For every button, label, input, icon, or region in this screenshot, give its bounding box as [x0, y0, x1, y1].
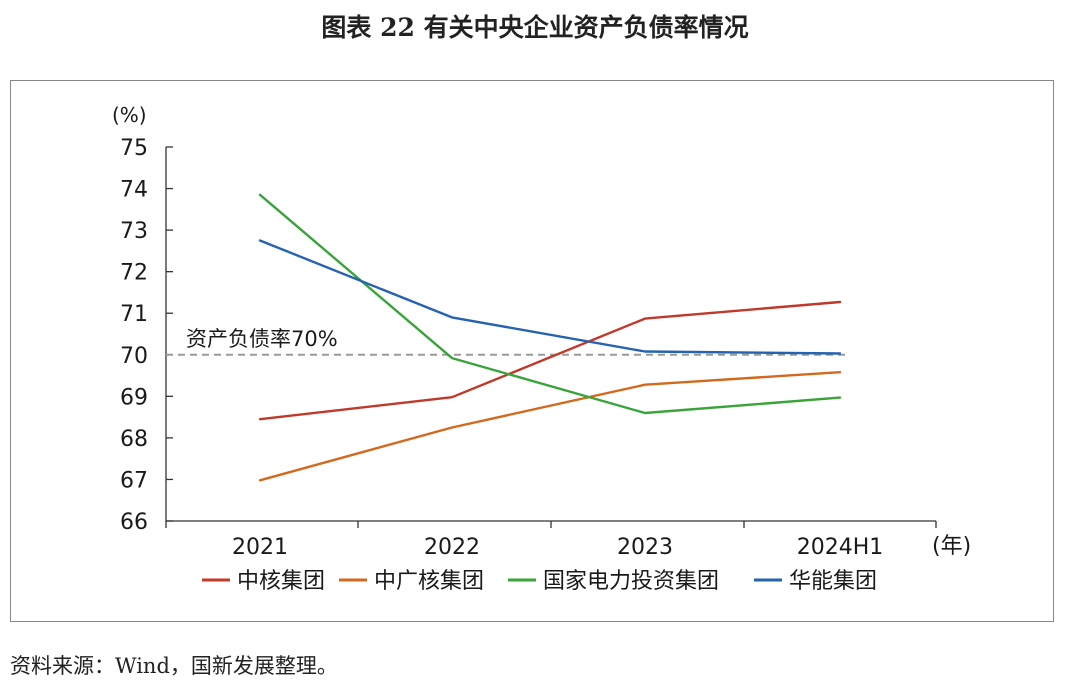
source-note: 资料来源：Wind，国新发展整理。 [10, 654, 338, 678]
series-line-2 [258, 193, 842, 415]
chart-frame [10, 80, 1054, 622]
x-tick-label: 2024H1 [797, 535, 884, 560]
y-tick-label: 67 [120, 468, 148, 493]
y-tick-label: 73 [120, 219, 148, 244]
series-line-0 [258, 300, 842, 421]
chart-title: 图表 22 有关中央企业资产负债率情况 [321, 13, 749, 42]
y-tick-label: 71 [120, 302, 148, 327]
legend-label-2: 国家电力投资集团 [543, 569, 719, 594]
y-unit-label: (%) [112, 103, 147, 127]
series-line-1 [258, 371, 842, 482]
y-tick-label: 66 [120, 510, 148, 535]
x-tick-label: 2022 [424, 535, 480, 560]
x-tick-label: 2021 [232, 535, 288, 560]
legend-label-0: 中核集团 [237, 569, 325, 594]
y-tick-label: 68 [120, 427, 148, 452]
series-line-3 [258, 239, 842, 355]
reference-line-label: 资产负债率70% [186, 327, 338, 351]
legend-label-3: 华能集团 [789, 569, 877, 594]
x-tick-label: 2023 [617, 535, 673, 560]
x-unit-label: (年) [932, 534, 971, 559]
y-tick-label: 75 [120, 136, 148, 161]
y-tick-label: 69 [120, 385, 148, 410]
y-tick-label: 70 [120, 344, 148, 369]
y-tick-label: 74 [120, 178, 148, 203]
legend-label-1: 中广核集团 [374, 569, 484, 594]
y-tick-label: 72 [120, 261, 148, 286]
